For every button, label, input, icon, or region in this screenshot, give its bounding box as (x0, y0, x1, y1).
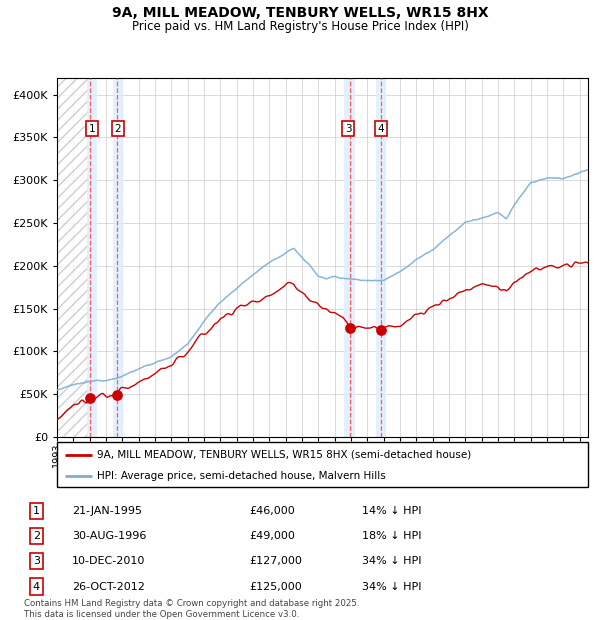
Point (112, 390, 122, 400)
Text: 34% ↓ HPI: 34% ↓ HPI (362, 582, 422, 591)
Text: 21-JAN-1995: 21-JAN-1995 (72, 506, 142, 516)
Text: £46,000: £46,000 (250, 506, 295, 516)
Text: £49,000: £49,000 (250, 531, 295, 541)
Text: 2: 2 (115, 124, 121, 134)
Text: 2: 2 (33, 531, 40, 541)
Text: 3: 3 (345, 124, 352, 134)
Text: 4: 4 (33, 582, 40, 591)
Text: 34% ↓ HPI: 34% ↓ HPI (362, 556, 422, 566)
Text: £125,000: £125,000 (250, 582, 302, 591)
Text: 4: 4 (378, 124, 385, 134)
Text: £127,000: £127,000 (250, 556, 302, 566)
Bar (57, 78, 88, 437)
Text: 1: 1 (33, 506, 40, 516)
Text: 9A, MILL MEADOW, TENBURY WELLS, WR15 8HX (semi-detached house): 9A, MILL MEADOW, TENBURY WELLS, WR15 8HX… (97, 450, 471, 459)
Point (376, 325, 386, 335)
Text: 18% ↓ HPI: 18% ↓ HPI (362, 531, 422, 541)
Text: 9A, MILL MEADOW, TENBURY WELLS, WR15 8HX: 9A, MILL MEADOW, TENBURY WELLS, WR15 8HX (112, 6, 488, 20)
Text: 1: 1 (89, 124, 95, 134)
Bar (376, 78, 386, 437)
Bar (113, 78, 123, 437)
Point (346, 324, 355, 334)
Bar (87, 78, 97, 437)
Text: HPI: Average price, semi-detached house, Malvern Hills: HPI: Average price, semi-detached house,… (97, 471, 386, 480)
Text: 10-DEC-2010: 10-DEC-2010 (72, 556, 145, 566)
Text: 14% ↓ HPI: 14% ↓ HPI (362, 506, 422, 516)
Text: Price paid vs. HM Land Registry's House Price Index (HPI): Price paid vs. HM Land Registry's House … (131, 20, 469, 33)
Text: 26-OCT-2012: 26-OCT-2012 (72, 582, 145, 591)
FancyBboxPatch shape (57, 442, 588, 487)
Bar (344, 78, 355, 437)
Point (86, 392, 95, 402)
Text: 30-AUG-1996: 30-AUG-1996 (72, 531, 146, 541)
Text: 3: 3 (33, 556, 40, 566)
Text: Contains HM Land Registry data © Crown copyright and database right 2025.
This d: Contains HM Land Registry data © Crown c… (24, 600, 359, 619)
